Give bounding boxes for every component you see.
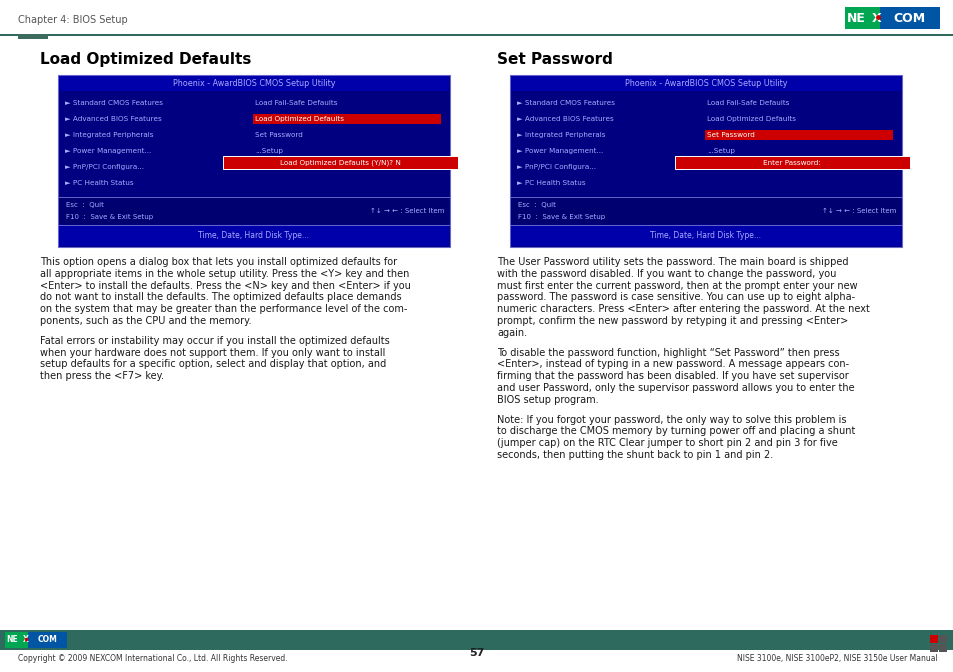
- Bar: [58, 75, 450, 247]
- Text: ► PnP/PCI Configura...: ► PnP/PCI Configura...: [65, 164, 144, 170]
- Bar: [28, 632, 67, 648]
- Text: The User Password utility sets the password. The main board is shipped: The User Password utility sets the passw…: [497, 257, 847, 267]
- Bar: [59, 76, 449, 91]
- Text: ↑↓ → ← : Select Item: ↑↓ → ← : Select Item: [369, 208, 443, 214]
- Text: To disable the password function, highlight “Set Password” then press: To disable the password function, highli…: [497, 347, 839, 358]
- Text: and user Password, only the supervisor password allows you to enter the: and user Password, only the supervisor p…: [497, 383, 854, 393]
- Bar: [59, 198, 449, 224]
- Text: NISE 3100e, NISE 3100eP2, NISE 3150e User Manual: NISE 3100e, NISE 3100eP2, NISE 3150e Use…: [737, 654, 937, 663]
- Bar: [938, 644, 946, 652]
- Text: Set Password: Set Password: [706, 132, 754, 138]
- Text: ► Power Management...: ► Power Management...: [65, 149, 152, 154]
- Text: must first enter the current password, then at the prompt enter your new: must first enter the current password, t…: [497, 281, 857, 290]
- Text: ...Setup: ...Setup: [254, 149, 283, 154]
- Text: ► Standard CMOS Features: ► Standard CMOS Features: [65, 100, 163, 106]
- Bar: [0, 630, 953, 650]
- Text: with the password disabled. If you want to change the password, you: with the password disabled. If you want …: [497, 269, 836, 279]
- Text: <Enter>, instead of typing in a new password. A message appears con-: <Enter>, instead of typing in a new pass…: [497, 360, 848, 370]
- Text: ► Power Management...: ► Power Management...: [517, 149, 602, 154]
- Bar: [674, 156, 909, 169]
- Text: Time, Date, Hard Disk Type...: Time, Date, Hard Disk Type...: [650, 231, 760, 241]
- Text: ponents, such as the CPU and the memory.: ponents, such as the CPU and the memory.: [40, 316, 252, 326]
- Text: ...Saving: ...Saving: [706, 164, 738, 170]
- Text: X: X: [23, 636, 29, 644]
- Text: BIOS setup program.: BIOS setup program.: [497, 395, 598, 405]
- Text: ► PnP/PCI Configura...: ► PnP/PCI Configura...: [517, 164, 596, 170]
- Text: prompt, confirm the new password by retyping it and pressing <Enter>: prompt, confirm the new password by rety…: [497, 316, 847, 326]
- Text: ► Standard CMOS Features: ► Standard CMOS Features: [517, 100, 615, 106]
- Text: ► Advanced BIOS Features: ► Advanced BIOS Features: [65, 116, 162, 122]
- Text: firming that the password has been disabled. If you have set supervisor: firming that the password has been disab…: [497, 371, 848, 381]
- Text: Load Fail-Safe Defaults: Load Fail-Safe Defaults: [254, 100, 337, 106]
- Text: setup defaults for a specific option, select and display that option, and: setup defaults for a specific option, se…: [40, 360, 386, 370]
- Bar: [222, 156, 457, 169]
- Bar: [511, 226, 900, 246]
- Text: Load Optimized Defaults: Load Optimized Defaults: [706, 116, 795, 122]
- Text: ► PC Health Status: ► PC Health Status: [65, 180, 133, 186]
- Text: COM: COM: [893, 11, 924, 24]
- Text: X: X: [871, 11, 881, 24]
- Bar: [18, 34, 48, 39]
- Bar: [929, 635, 937, 643]
- Text: on the system that may be greater than the performance level of the com-: on the system that may be greater than t…: [40, 304, 407, 314]
- Bar: [844, 7, 880, 29]
- Bar: [0, 34, 953, 36]
- Text: F10  :  Save & Exit Setup: F10 : Save & Exit Setup: [517, 214, 604, 220]
- Text: (jumper cap) on the RTC Clear jumper to short pin 2 and pin 3 for five: (jumper cap) on the RTC Clear jumper to …: [497, 438, 837, 448]
- Bar: [929, 644, 937, 652]
- Text: <Enter> to install the defaults. Press the <N> key and then <Enter> if you: <Enter> to install the defaults. Press t…: [40, 281, 411, 290]
- Bar: [511, 76, 900, 91]
- Text: Load Optimized Defaults (Y/N)? N: Load Optimized Defaults (Y/N)? N: [279, 159, 400, 166]
- Text: Set Password: Set Password: [497, 52, 612, 67]
- Text: to discharge the CMOS memory by turning power off and placing a shunt: to discharge the CMOS memory by turning …: [497, 427, 855, 436]
- Text: ...Saving: ...Saving: [254, 164, 286, 170]
- Text: ↑↓ → ← : Select Item: ↑↓ → ← : Select Item: [821, 208, 895, 214]
- Text: Load Optimized Defaults: Load Optimized Defaults: [254, 116, 344, 122]
- Text: NE: NE: [7, 636, 18, 644]
- Bar: [253, 114, 440, 124]
- Text: This option opens a dialog box that lets you install optimized defaults for: This option opens a dialog box that lets…: [40, 257, 396, 267]
- Text: do not want to install the defaults. The optimized defaults place demands: do not want to install the defaults. The…: [40, 292, 401, 302]
- Text: Esc  :  Quit: Esc : Quit: [517, 202, 556, 208]
- Text: all appropriate items in the whole setup utility. Press the <Y> key and then: all appropriate items in the whole setup…: [40, 269, 409, 279]
- Text: ► Integrated Peripherals: ► Integrated Peripherals: [65, 132, 153, 138]
- Text: Phoenix - AwardBIOS CMOS Setup Utility: Phoenix - AwardBIOS CMOS Setup Utility: [172, 79, 335, 87]
- Bar: [704, 130, 892, 140]
- Bar: [880, 7, 939, 29]
- Text: Set Password: Set Password: [254, 132, 302, 138]
- Text: Note: If you forgot your password, the only way to solve this problem is: Note: If you forgot your password, the o…: [497, 415, 845, 425]
- Bar: [938, 635, 946, 643]
- Text: Time, Date, Hard Disk Type...: Time, Date, Hard Disk Type...: [198, 231, 309, 241]
- Text: Phoenix - AwardBIOS CMOS Setup Utility: Phoenix - AwardBIOS CMOS Setup Utility: [624, 79, 786, 87]
- Text: Esc  :  Quit: Esc : Quit: [66, 202, 104, 208]
- Text: F10  :  Save & Exit Setup: F10 : Save & Exit Setup: [66, 214, 153, 220]
- Text: 57: 57: [469, 648, 484, 658]
- Bar: [511, 198, 900, 224]
- Text: numeric characters. Press <Enter> after entering the password. At the next: numeric characters. Press <Enter> after …: [497, 304, 869, 314]
- Text: ► Advanced BIOS Features: ► Advanced BIOS Features: [517, 116, 613, 122]
- Text: then press the <F7> key.: then press the <F7> key.: [40, 371, 164, 381]
- Bar: [59, 226, 449, 246]
- Text: Copyright © 2009 NEXCOM International Co., Ltd. All Rights Reserved.: Copyright © 2009 NEXCOM International Co…: [18, 654, 287, 663]
- Text: seconds, then putting the shunt back to pin 1 and pin 2.: seconds, then putting the shunt back to …: [497, 450, 773, 460]
- Text: Load Optimized Defaults: Load Optimized Defaults: [40, 52, 251, 67]
- Text: Chapter 4: BIOS Setup: Chapter 4: BIOS Setup: [18, 15, 128, 25]
- Text: NE: NE: [846, 11, 865, 24]
- Text: ► Integrated Peripherals: ► Integrated Peripherals: [517, 132, 605, 138]
- Text: password. The password is case sensitive. You can use up to eight alpha-: password. The password is case sensitive…: [497, 292, 854, 302]
- Text: ...Setup: ...Setup: [706, 149, 734, 154]
- Text: again.: again.: [497, 328, 527, 338]
- Text: Enter Password:: Enter Password:: [762, 160, 821, 166]
- Text: Load Fail-Safe Defaults: Load Fail-Safe Defaults: [706, 100, 789, 106]
- Text: Fatal errors or instability may occur if you install the optimized defaults: Fatal errors or instability may occur if…: [40, 336, 390, 346]
- Bar: [5, 632, 28, 648]
- Text: when your hardware does not support them. If you only want to install: when your hardware does not support them…: [40, 347, 385, 358]
- Text: ► PC Health Status: ► PC Health Status: [517, 180, 585, 186]
- Bar: [510, 75, 901, 247]
- Text: COM: COM: [37, 636, 57, 644]
